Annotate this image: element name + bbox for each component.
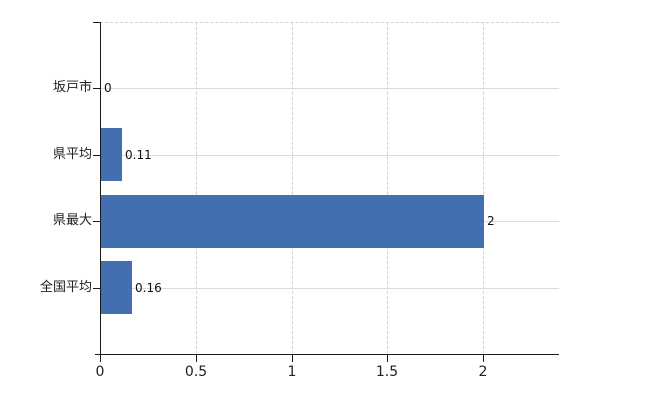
x-axis-tick — [100, 355, 101, 362]
y-axis-tick — [93, 154, 100, 156]
category-label: 県平均 — [52, 146, 92, 162]
horizontal-gridline — [100, 287, 559, 289]
x-axis-tick — [483, 355, 484, 362]
x-axis-line — [95, 354, 559, 355]
y-axis-line — [100, 22, 101, 354]
x-tick-label: 1.5 — [375, 364, 399, 380]
y-axis-tick — [93, 221, 100, 222]
x-tick-label: 0 — [95, 364, 105, 380]
bar-value-label: 0.16 — [135, 280, 162, 295]
vertical-gridline — [483, 22, 484, 354]
x-tick-label: 2 — [478, 364, 488, 380]
bar — [101, 261, 132, 314]
bar — [101, 195, 484, 248]
category-label: 坂戸市 — [52, 80, 92, 95]
x-axis-tick — [196, 355, 197, 362]
x-tick-label: 1 — [287, 364, 297, 380]
bar — [101, 128, 122, 181]
y-axis-tick — [93, 88, 100, 89]
horizontal-gridline — [100, 154, 559, 156]
bar-value-label: 0.11 — [125, 147, 152, 162]
vertical-gridline — [387, 22, 388, 354]
x-axis-tick — [387, 355, 388, 362]
x-axis-tick — [292, 355, 293, 362]
y-axis-tick — [93, 287, 100, 289]
bar-value-label: 2 — [487, 214, 495, 228]
x-tick-label: 0.5 — [184, 364, 208, 380]
category-label: 県最大 — [52, 213, 92, 228]
vertical-gridline — [292, 22, 293, 354]
category-label: 全国平均 — [39, 279, 92, 295]
vertical-gridline — [196, 22, 197, 354]
plot-top-border — [100, 22, 559, 23]
bar-value-label: 0 — [104, 81, 112, 95]
y-axis-tick — [93, 22, 100, 23]
horizontal-gridline — [100, 88, 559, 89]
